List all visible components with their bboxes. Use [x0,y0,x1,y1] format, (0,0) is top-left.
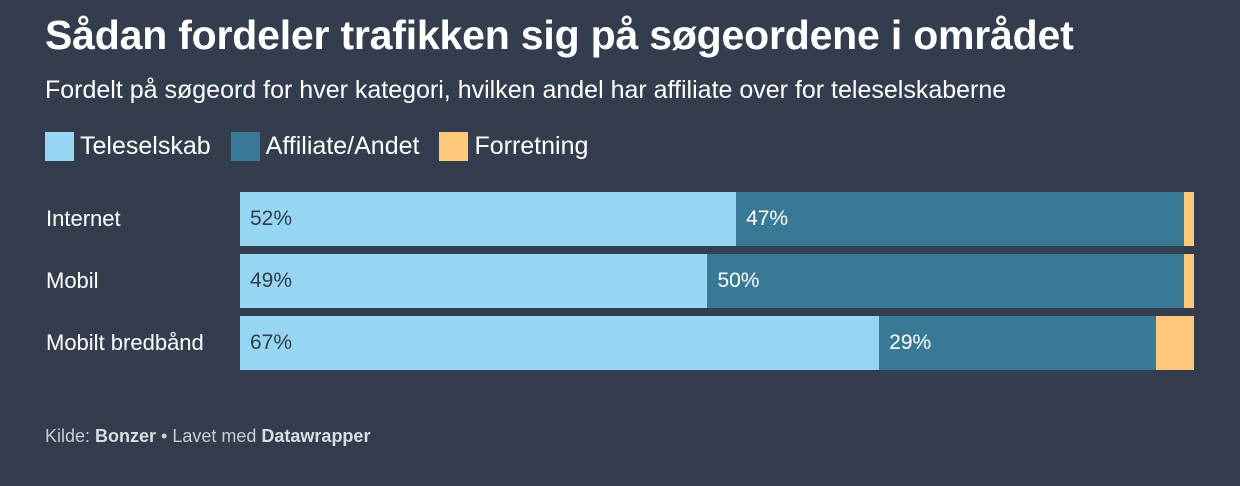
bar-segment: 50% [707,254,1185,308]
legend-swatch [439,132,469,161]
bar-segment: 47% [736,192,1185,246]
stacked-bar: 67% 29% [240,316,1194,370]
value-label: 52% [250,207,293,230]
value-label: 47% [746,207,789,230]
source-name: Bonzer [95,426,157,446]
stacked-bar: 49% 50% [240,254,1194,308]
bar-row: Mobilt bredbånd 67% 29% [0,316,1240,370]
source-prefix: Kilde: [45,426,96,446]
source-separator: • Lavet med [156,426,262,446]
legend-item: Forretning [439,132,588,161]
legend-label: Forretning [474,132,589,160]
legend-item: Affiliate/Andet [230,132,420,161]
chart-legend: Teleselskab Affiliate/Andet Forretning [45,132,608,161]
category-label: Mobil [46,268,99,293]
bar-segment: 49% [240,254,708,308]
legend-label: Teleselskab [80,132,211,160]
stacked-bar: 52% 47% [240,192,1194,246]
bar-row: Internet 52% 47% [0,192,1240,246]
category-label: Internet [46,206,121,231]
bar-row: Mobil 49% 50% [0,254,1240,308]
bar-segment: 29% [879,316,1156,370]
bar-segment [1155,316,1194,370]
value-label: 50% [717,269,760,292]
legend-swatch [45,132,74,161]
bar-segment [1184,254,1194,308]
legend-swatch [230,132,260,161]
value-label: 49% [250,269,293,292]
source-tool: Datawrapper [261,426,371,446]
category-label: Mobilt bredbånd [46,330,204,355]
bar-segment [1184,192,1194,246]
legend-label: Affiliate/Andet [265,132,420,160]
chart-subtitle: Fordelt på søgeord for hver kategori, hv… [45,76,1007,104]
bar-segment: 52% [240,192,737,246]
value-label: 29% [889,331,932,354]
chart-title: Sådan fordeler trafikken sig på søgeorde… [45,12,1074,58]
value-label: 67% [250,331,293,354]
source-line: Kilde: Bonzer • Lavet med Datawrapper [45,426,370,447]
legend-item: Teleselskab [45,132,211,161]
bar-segment: 67% [240,316,880,370]
